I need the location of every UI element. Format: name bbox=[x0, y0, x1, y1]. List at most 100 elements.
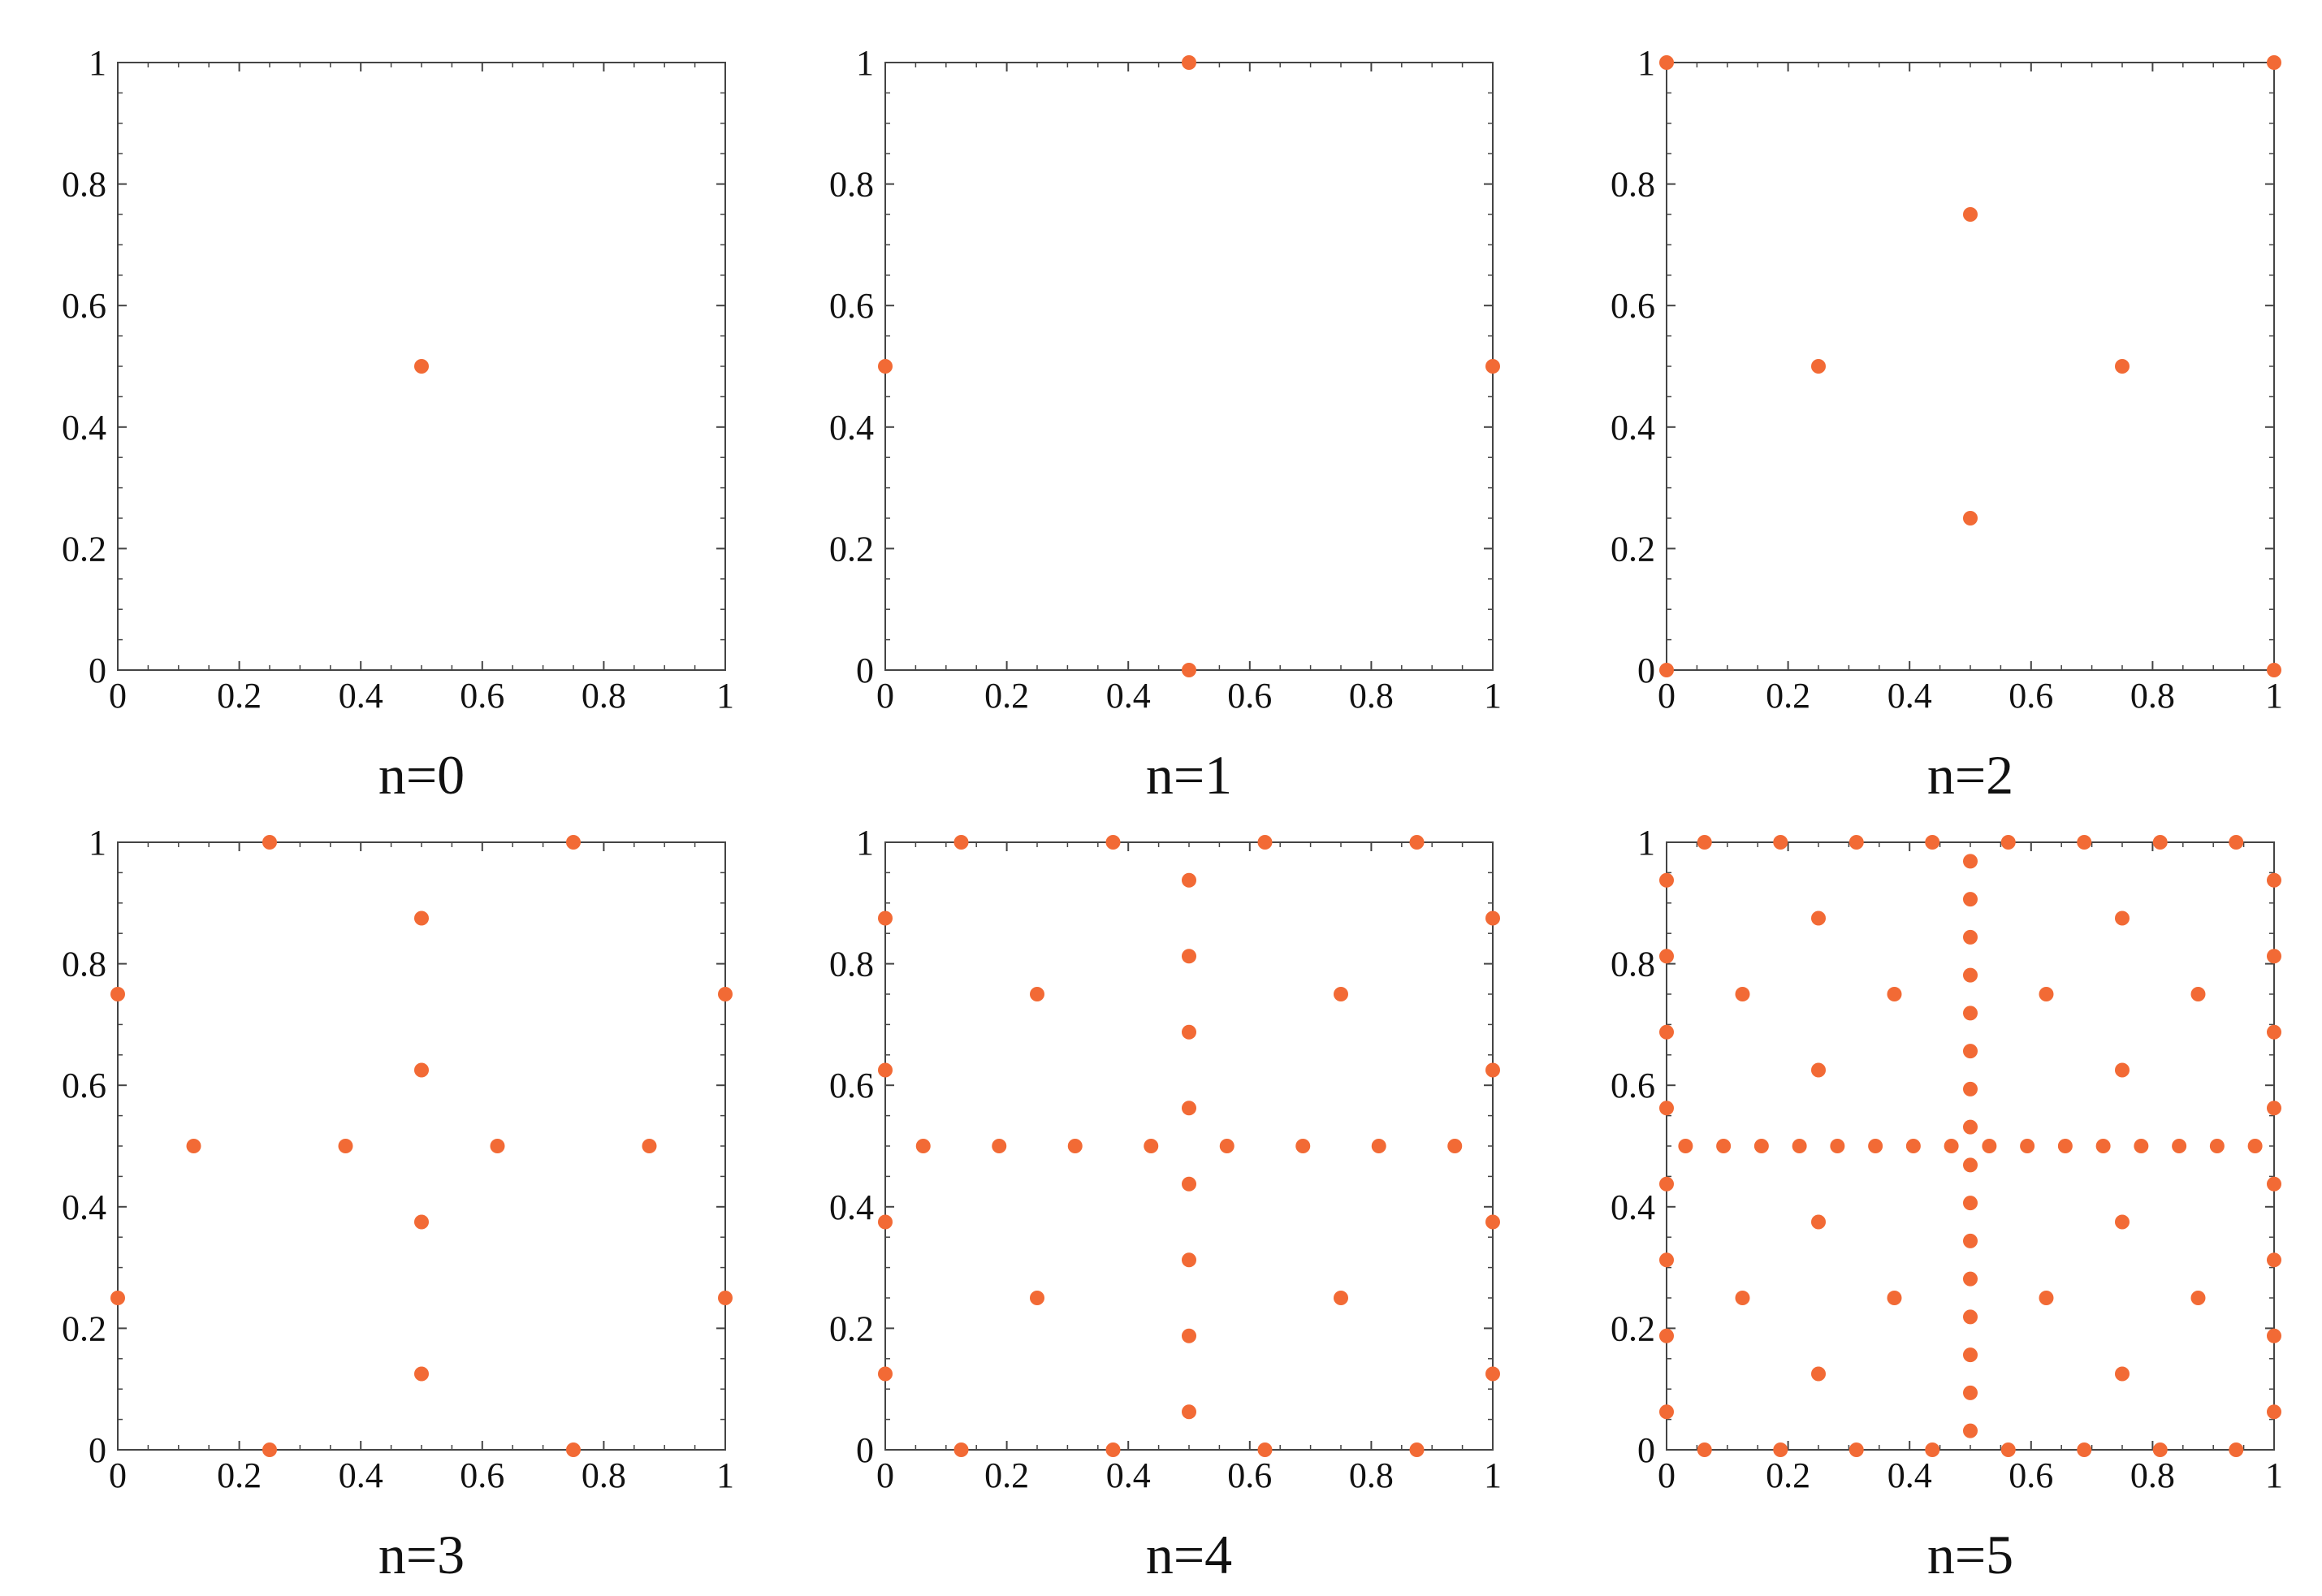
data-point bbox=[1182, 1024, 1196, 1040]
y-tick-label: 0 bbox=[1637, 1430, 1655, 1470]
x-tick-label: 0.4 bbox=[339, 1455, 383, 1495]
data-point bbox=[1925, 835, 1940, 850]
data-point bbox=[1447, 1139, 1463, 1153]
y-tick-label: 0.2 bbox=[1611, 529, 1655, 569]
y-tick-label: 0.8 bbox=[829, 945, 874, 984]
x-tick-label: 0 bbox=[876, 676, 894, 716]
panel-title: n=2 bbox=[1927, 744, 2013, 806]
data-point bbox=[1257, 1442, 1273, 1457]
data-point bbox=[1963, 207, 1978, 222]
data-point bbox=[2077, 1442, 2092, 1457]
data-point bbox=[2057, 1139, 2073, 1153]
data-point bbox=[1963, 929, 1978, 945]
data-point bbox=[1963, 1081, 1978, 1096]
panel-n0: 0 0.2 0.4 0.6 0.8 1 0 0.2 0.4 0.6 0.8 1 n=0 bbox=[62, 43, 734, 806]
data-point bbox=[1905, 1139, 1921, 1153]
y-tick-label: 0.4 bbox=[1611, 408, 1655, 448]
data-point bbox=[1963, 1385, 1978, 1400]
plot-frame bbox=[117, 62, 726, 671]
data-point bbox=[1659, 949, 1674, 964]
plot-frame bbox=[1666, 62, 2275, 671]
x-tick-label: 0.4 bbox=[1106, 676, 1151, 716]
x-tick-label: 1 bbox=[716, 676, 734, 716]
data-point bbox=[1182, 1101, 1196, 1116]
y-tick-label: 0.4 bbox=[829, 408, 874, 448]
data-point bbox=[1334, 1291, 1348, 1305]
data-point bbox=[878, 1062, 893, 1078]
y-tick-label: 0.8 bbox=[1611, 165, 1655, 205]
plot-frame bbox=[117, 841, 726, 1451]
data-point bbox=[1963, 511, 1978, 526]
data-point bbox=[1030, 1291, 1044, 1305]
x-tick-label: 1 bbox=[2265, 676, 2283, 716]
data-point bbox=[1659, 872, 1674, 888]
x-tick-label: 0.4 bbox=[1106, 1455, 1151, 1495]
data-point bbox=[1773, 835, 1788, 850]
data-point bbox=[1963, 1196, 1978, 1211]
data-point bbox=[1659, 1101, 1674, 1116]
data-point bbox=[1792, 1139, 1807, 1153]
data-point bbox=[1716, 1139, 1732, 1153]
data-point bbox=[1849, 1442, 1864, 1457]
data-point bbox=[2267, 1404, 2281, 1420]
data-point bbox=[1659, 1404, 1674, 1420]
data-point bbox=[1849, 835, 1864, 850]
data-point bbox=[1678, 1139, 1693, 1153]
data-point bbox=[642, 1139, 657, 1153]
data-point bbox=[186, 1139, 201, 1153]
x-tick-label: 1 bbox=[1484, 676, 1502, 716]
x-tick-label: 0.6 bbox=[460, 676, 504, 716]
data-point bbox=[2115, 1062, 2130, 1078]
data-point bbox=[1182, 1404, 1196, 1420]
data-point bbox=[1887, 1291, 1902, 1305]
data-point bbox=[878, 910, 893, 926]
plot-frame bbox=[884, 841, 1494, 1451]
data-point bbox=[262, 1442, 277, 1457]
data-point bbox=[1963, 1119, 1978, 1135]
x-tick-label: 0.2 bbox=[217, 1455, 262, 1495]
data-point bbox=[2152, 835, 2168, 850]
x-tick-label: 0.8 bbox=[582, 1455, 626, 1495]
data-point bbox=[915, 1139, 931, 1153]
data-point bbox=[2267, 872, 2281, 888]
data-point bbox=[1811, 1366, 1826, 1382]
data-point bbox=[566, 835, 581, 850]
data-point bbox=[2267, 949, 2281, 964]
x-tick-label: 0.8 bbox=[1349, 1455, 1394, 1495]
data-point bbox=[1963, 854, 1978, 869]
data-point bbox=[1735, 987, 1750, 1001]
data-point bbox=[2115, 1366, 2130, 1382]
data-point bbox=[1735, 1291, 1750, 1305]
data-point bbox=[2267, 1328, 2281, 1343]
data-point bbox=[1963, 1006, 1978, 1021]
data-point bbox=[1944, 1139, 1959, 1153]
data-point bbox=[414, 910, 429, 926]
data-point bbox=[1257, 835, 1273, 850]
data-point bbox=[953, 1442, 969, 1457]
data-point bbox=[718, 987, 733, 1001]
y-tick-label: 0.6 bbox=[1611, 286, 1655, 326]
y-tick-label: 0.4 bbox=[62, 408, 106, 448]
data-point bbox=[1925, 1442, 1940, 1457]
data-point bbox=[1219, 1139, 1235, 1153]
panel-n5: 0 0.2 0.4 0.6 0.8 1 0 0.2 0.4 0.6 0.8 1 n=5 bbox=[1611, 823, 2283, 1585]
data-point bbox=[1659, 663, 1674, 677]
y-tick-label: 1 bbox=[1637, 823, 1655, 863]
data-point bbox=[414, 1366, 429, 1382]
data-point bbox=[2267, 1101, 2281, 1116]
data-point bbox=[1182, 663, 1196, 677]
y-tick-label: 0.6 bbox=[829, 1066, 874, 1105]
data-point bbox=[2267, 55, 2281, 70]
data-point bbox=[338, 1139, 353, 1153]
data-point bbox=[1485, 359, 1500, 374]
x-tick-label: 0.2 bbox=[984, 1455, 1029, 1495]
data-point bbox=[2172, 1139, 2187, 1153]
data-point bbox=[878, 359, 893, 374]
data-point bbox=[1982, 1139, 1997, 1153]
data-point bbox=[1659, 1328, 1674, 1343]
data-point bbox=[414, 1214, 429, 1230]
data-point bbox=[1963, 1157, 1978, 1173]
data-point bbox=[1334, 987, 1348, 1001]
data-point bbox=[718, 1291, 733, 1305]
